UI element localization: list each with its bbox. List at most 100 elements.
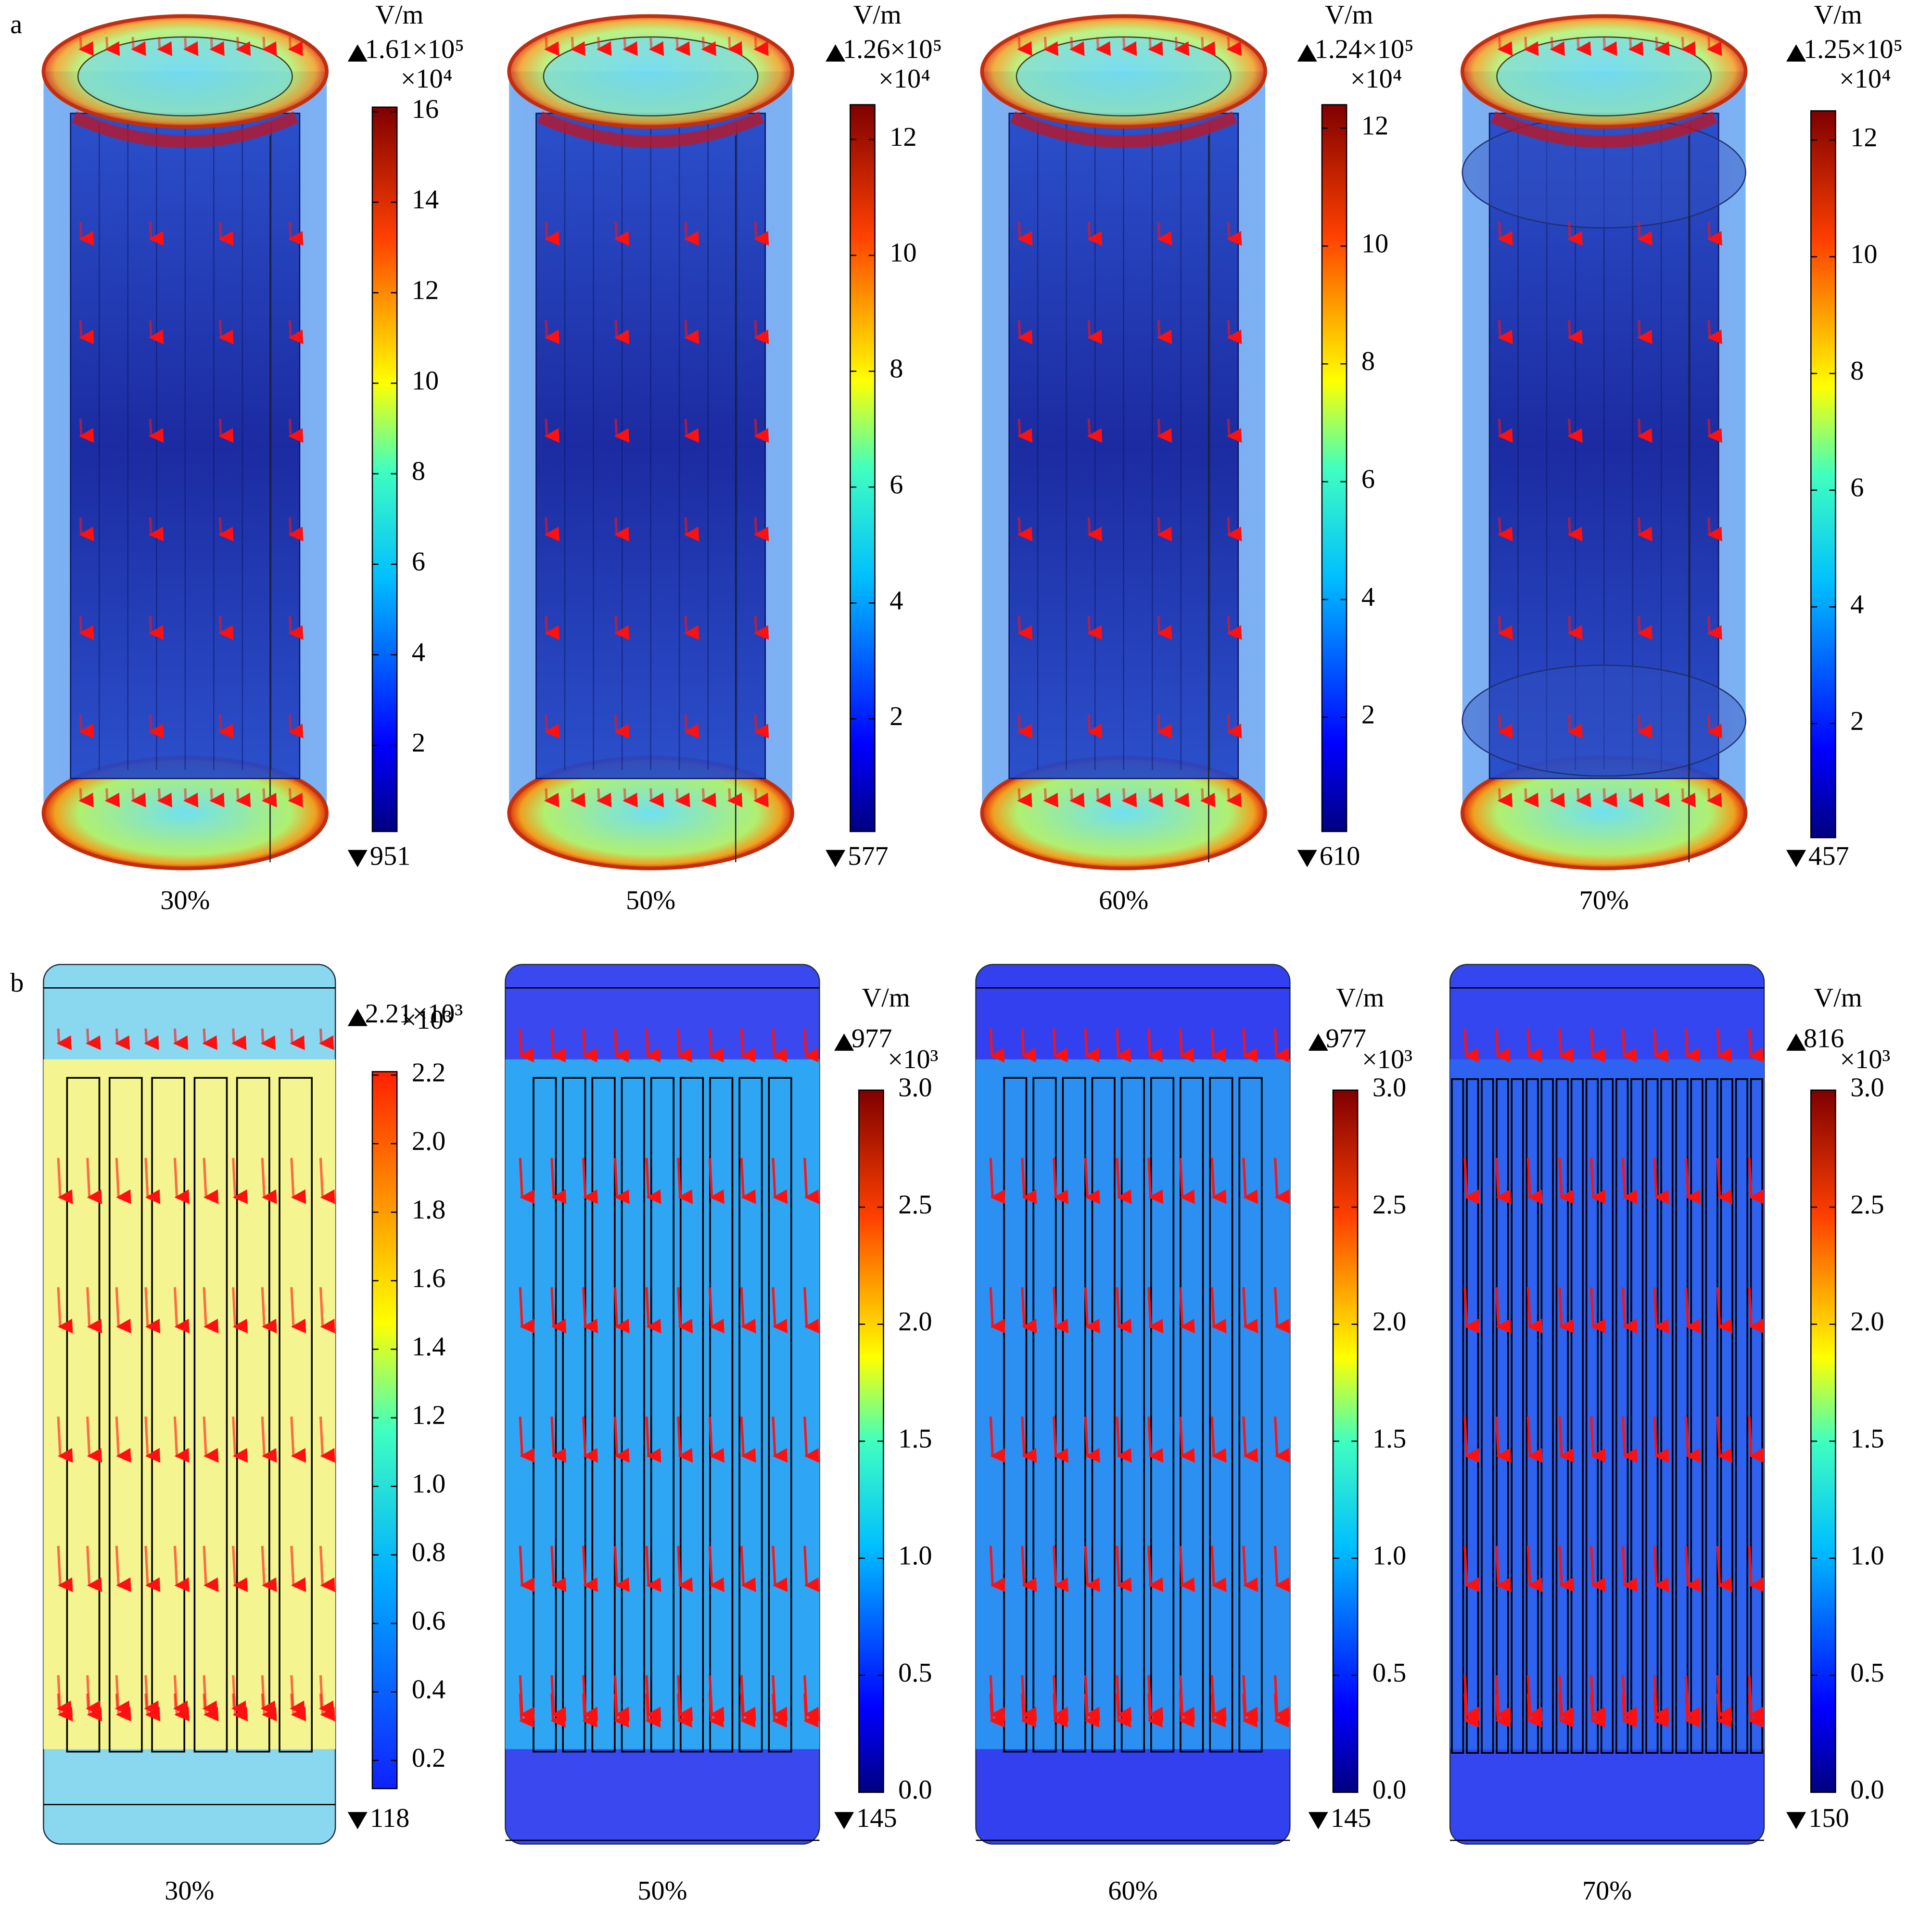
- field-arrow: [1621, 1028, 1637, 1063]
- field-arrow: [173, 1287, 190, 1334]
- max-label: 2.21×10³: [365, 999, 463, 1029]
- field-arrow: [1174, 788, 1190, 808]
- min-label: 610: [1320, 841, 1360, 871]
- field-arrow: [1463, 1028, 1479, 1063]
- electrode-strip: [621, 1077, 645, 1753]
- field-arrow: [1017, 320, 1033, 344]
- field-arrow: [78, 320, 94, 344]
- field-arrow: [148, 517, 164, 542]
- field-arrow: [1069, 37, 1085, 56]
- field-arrow: [318, 1694, 334, 1716]
- field-arrow: [613, 1694, 629, 1728]
- field-arrow: [78, 615, 94, 640]
- field-arrow: [708, 1158, 724, 1204]
- colorbar-tick-label: 1.2: [412, 1401, 445, 1430]
- field-arrow: [57, 1287, 73, 1334]
- field-arrow: [550, 1028, 566, 1063]
- max-marker: [1297, 44, 1317, 62]
- field-arrow: [1707, 419, 1722, 443]
- field-arrow: [203, 1545, 219, 1593]
- field-arrow: [544, 517, 560, 542]
- field-arrow: [232, 1158, 248, 1204]
- colorbar-tick-label: 2.0: [412, 1126, 445, 1156]
- field-arrow: [1567, 714, 1583, 739]
- field-arrow: [803, 1545, 820, 1593]
- field-arrow: [1116, 1545, 1132, 1593]
- colorbar-tick-label: 0.0: [1850, 1775, 1884, 1805]
- field-arrow: [1084, 1028, 1100, 1063]
- field-arrow: [209, 37, 225, 56]
- field-arrow: [173, 1028, 189, 1050]
- field-arrow: [1179, 1287, 1195, 1334]
- electrode-strip: [1091, 1077, 1116, 1753]
- colorbar-tick-label: 4: [890, 586, 903, 615]
- field-arrow: [1274, 1545, 1290, 1593]
- panel-label: a: [10, 10, 22, 39]
- electrode-strip: [1481, 1078, 1494, 1754]
- field-arrow: [772, 1416, 788, 1463]
- field-arrow: [202, 1694, 217, 1716]
- field-arrow: [115, 1545, 131, 1593]
- field-arrow: [1628, 788, 1644, 808]
- field-arrow: [1053, 1287, 1069, 1334]
- colorbar-tick-label: 0.5: [1850, 1658, 1884, 1688]
- field-arrow: [1053, 1545, 1069, 1593]
- field-arrow: [1157, 714, 1172, 739]
- max-label: 1.24×10⁵: [1315, 34, 1414, 64]
- field-arrow: [1210, 1694, 1226, 1728]
- top-rim-glow: [72, 111, 299, 148]
- min-label: 145: [1331, 1803, 1371, 1833]
- field-arrow: [1590, 1158, 1606, 1204]
- field-arrow: [318, 1028, 334, 1050]
- multiplier-label: ×10³: [1840, 1045, 1890, 1074]
- field-arrow: [173, 1694, 189, 1716]
- colorbar-tick-label: 2.0: [898, 1307, 932, 1337]
- field-arrow: [677, 1158, 693, 1204]
- field-arrow: [209, 788, 225, 808]
- field-arrow: [582, 1545, 598, 1593]
- field-arrow: [1653, 1287, 1669, 1334]
- colorbar-tick-label: 14: [412, 185, 439, 215]
- field-arrow: [772, 1545, 788, 1593]
- max-label: 1.25×10⁵: [1804, 34, 1903, 64]
- electrode-strip: [768, 1077, 792, 1753]
- field-arrow: [1463, 1694, 1479, 1728]
- field-arrow: [1463, 1287, 1480, 1334]
- field-arrow: [1495, 1694, 1511, 1728]
- caption: 60%: [1099, 886, 1148, 916]
- field-arrow: [645, 1694, 661, 1728]
- field-arrow: [173, 1158, 190, 1204]
- multiplier-label: ×10³: [401, 1005, 452, 1035]
- colorbar-tick-label: 2: [890, 701, 903, 731]
- field-arrow: [1210, 1287, 1227, 1334]
- field-arrow: [1095, 37, 1111, 56]
- field-arrow: [1524, 788, 1539, 808]
- field-arrow: [1017, 221, 1033, 246]
- colorbar-tick-label: 2: [1361, 700, 1375, 730]
- field-arrow: [1017, 517, 1033, 542]
- field-arrow: [173, 1545, 190, 1593]
- field-arrow: [1227, 221, 1242, 246]
- field-arrow: [727, 788, 743, 808]
- min-marker: [834, 1812, 854, 1829]
- colorbar-tick-label: 2.5: [898, 1190, 932, 1220]
- colorbar-tick-label: 8: [1850, 356, 1864, 386]
- field-arrow: [550, 1416, 567, 1463]
- colorbar-tick-label: 1.0: [1373, 1541, 1406, 1571]
- field-arrow: [1210, 1416, 1227, 1463]
- field-arrow: [144, 1287, 161, 1334]
- field-arrow: [989, 1028, 1005, 1063]
- max-marker: [834, 1033, 854, 1051]
- field-arrow: [203, 1287, 219, 1334]
- colorbar-tick-label: 8: [890, 354, 903, 384]
- field-arrow: [519, 1416, 535, 1463]
- field-arrow: [148, 615, 164, 640]
- colorbar-tick-label: 1.0: [412, 1469, 445, 1499]
- field-arrow: [740, 1287, 756, 1334]
- field-arrow: [677, 1028, 692, 1063]
- field-arrow: [740, 1694, 756, 1728]
- field-arrow: [1716, 1545, 1733, 1593]
- max-label: 977: [852, 1023, 892, 1053]
- field-arrow: [1274, 1028, 1289, 1063]
